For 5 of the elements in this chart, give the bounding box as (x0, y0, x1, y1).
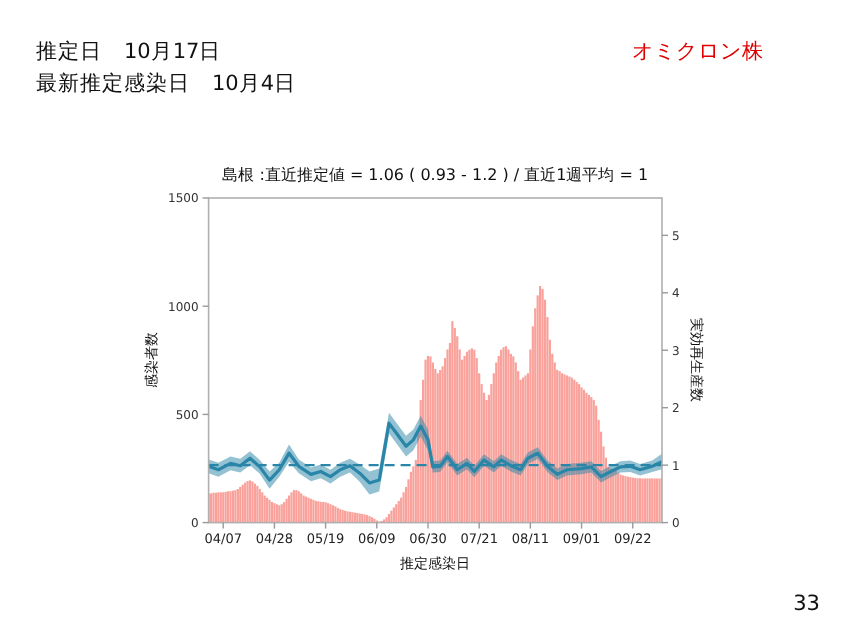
text: 最新推定感染日 10月4日 (36, 70, 297, 96)
text: 33 (793, 592, 820, 616)
text: 推定日 10月17日 (36, 38, 222, 64)
text: オミクロン株 (632, 38, 764, 64)
chart-title: 島根 :直近推定値 = 1.06 ( 0.93 - 1.2 ) / 直近1週平均 = 1 (222, 166, 649, 184)
